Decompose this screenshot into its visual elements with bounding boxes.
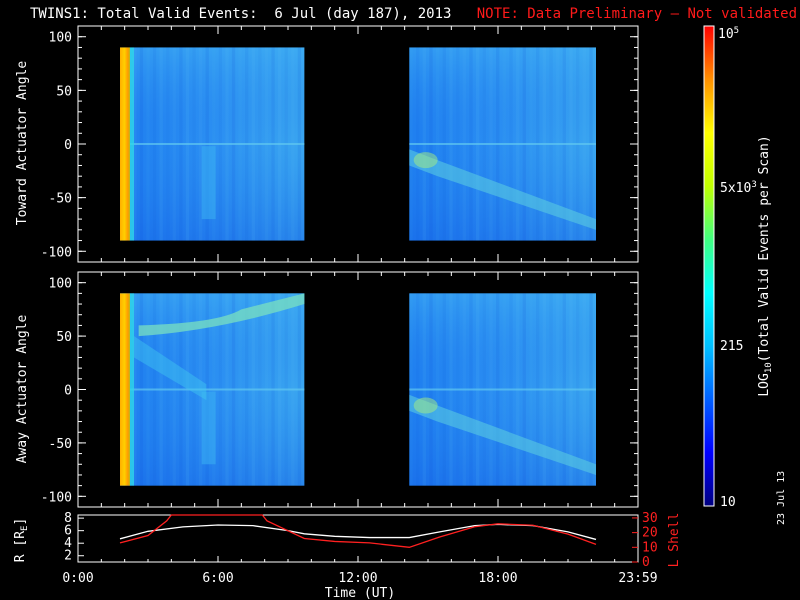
orbit-right-label: L Shell — [667, 513, 682, 568]
orbit-frame — [77, 514, 639, 563]
y-tick-label: 50 — [56, 84, 72, 99]
colorbar: 105 5x103 215 10 LOG10(Total Valid Event… — [703, 25, 774, 510]
x-tick-label: 6:00 — [202, 571, 233, 586]
lshell-series-line — [119, 514, 597, 548]
y-tick-label: 50 — [56, 330, 72, 345]
colorbar-gradient — [703, 25, 715, 507]
colorbar-tick-5e3: 5x103 — [720, 180, 757, 196]
hot-spot — [413, 152, 438, 169]
x-axis-label: Time (UT) — [325, 586, 395, 600]
x-axis: 0:00 6:00 12:00 18:00 23:59 — [62, 571, 657, 586]
bright-band — [138, 293, 305, 337]
y-tick-label: -100 — [41, 490, 72, 505]
orbit-left-tick-label: 4 — [64, 536, 72, 551]
orbit-left-label: R [RE] — [13, 518, 30, 563]
x-tick-label: 12:00 — [338, 571, 377, 586]
hot-spot — [413, 397, 438, 414]
x-tick-label: 18:00 — [478, 571, 517, 586]
orbit-right-tick-label: 20 — [642, 526, 658, 541]
colorbar-tick-top: 105 — [718, 26, 739, 42]
orbit-left-tick-label: 6 — [64, 524, 72, 539]
title-main: TWINS1: Total Valid Events: 6 Jul (day 1… — [30, 6, 452, 22]
y-tick-label: -100 — [41, 245, 72, 260]
orbit-left-tick-label: 8 — [64, 511, 72, 526]
y-tick-label: -50 — [49, 437, 72, 452]
date-stamp: 23 Jul 13 — [776, 470, 787, 525]
chart-title: TWINS1: Total Valid Events: 6 Jul (day 1… — [30, 6, 797, 22]
colorbar-label: LOG10(Total Valid Events per Scan) — [757, 135, 774, 396]
orbit-right-tick-label: 30 — [642, 511, 658, 526]
y-tick-label: 0 — [64, 384, 72, 399]
title-note: NOTE: Data Preliminary – Not validated — [476, 6, 798, 22]
x-tick-label: 23:59 — [618, 571, 657, 586]
hot-strip — [120, 293, 130, 486]
streak-feature — [201, 391, 216, 465]
panel-away: 100 50 0 -50 -100 — [41, 271, 639, 508]
y-tick-label: -50 — [49, 192, 72, 207]
diagonal-feature — [134, 336, 207, 401]
top-ylabel: Toward Actuator Angle — [15, 61, 30, 226]
streak-feature — [201, 146, 216, 220]
colorbar-tick-10: 10 — [720, 495, 736, 510]
y-tick-label: 100 — [49, 31, 72, 46]
diagonal-feature — [409, 394, 596, 475]
bottom-ylabel: Away Actuator Angle — [15, 314, 30, 463]
transition-strip — [130, 47, 134, 241]
y-tick-label: 0 — [64, 138, 72, 153]
hot-strip — [120, 47, 130, 241]
x-tick-label: 0:00 — [62, 571, 93, 586]
orbit-left-tick-label: 2 — [64, 549, 72, 564]
transition-strip — [130, 293, 134, 486]
orbit-right-tick-label: 0 — [642, 555, 650, 570]
diagonal-feature — [409, 149, 596, 230]
orbit-right-tick-label: 10 — [642, 540, 658, 555]
colorbar-tick-215: 215 — [720, 339, 743, 354]
y-tick-label: 100 — [49, 277, 72, 292]
panel-toward: 100 50 0 -50 -100 — [41, 25, 639, 263]
